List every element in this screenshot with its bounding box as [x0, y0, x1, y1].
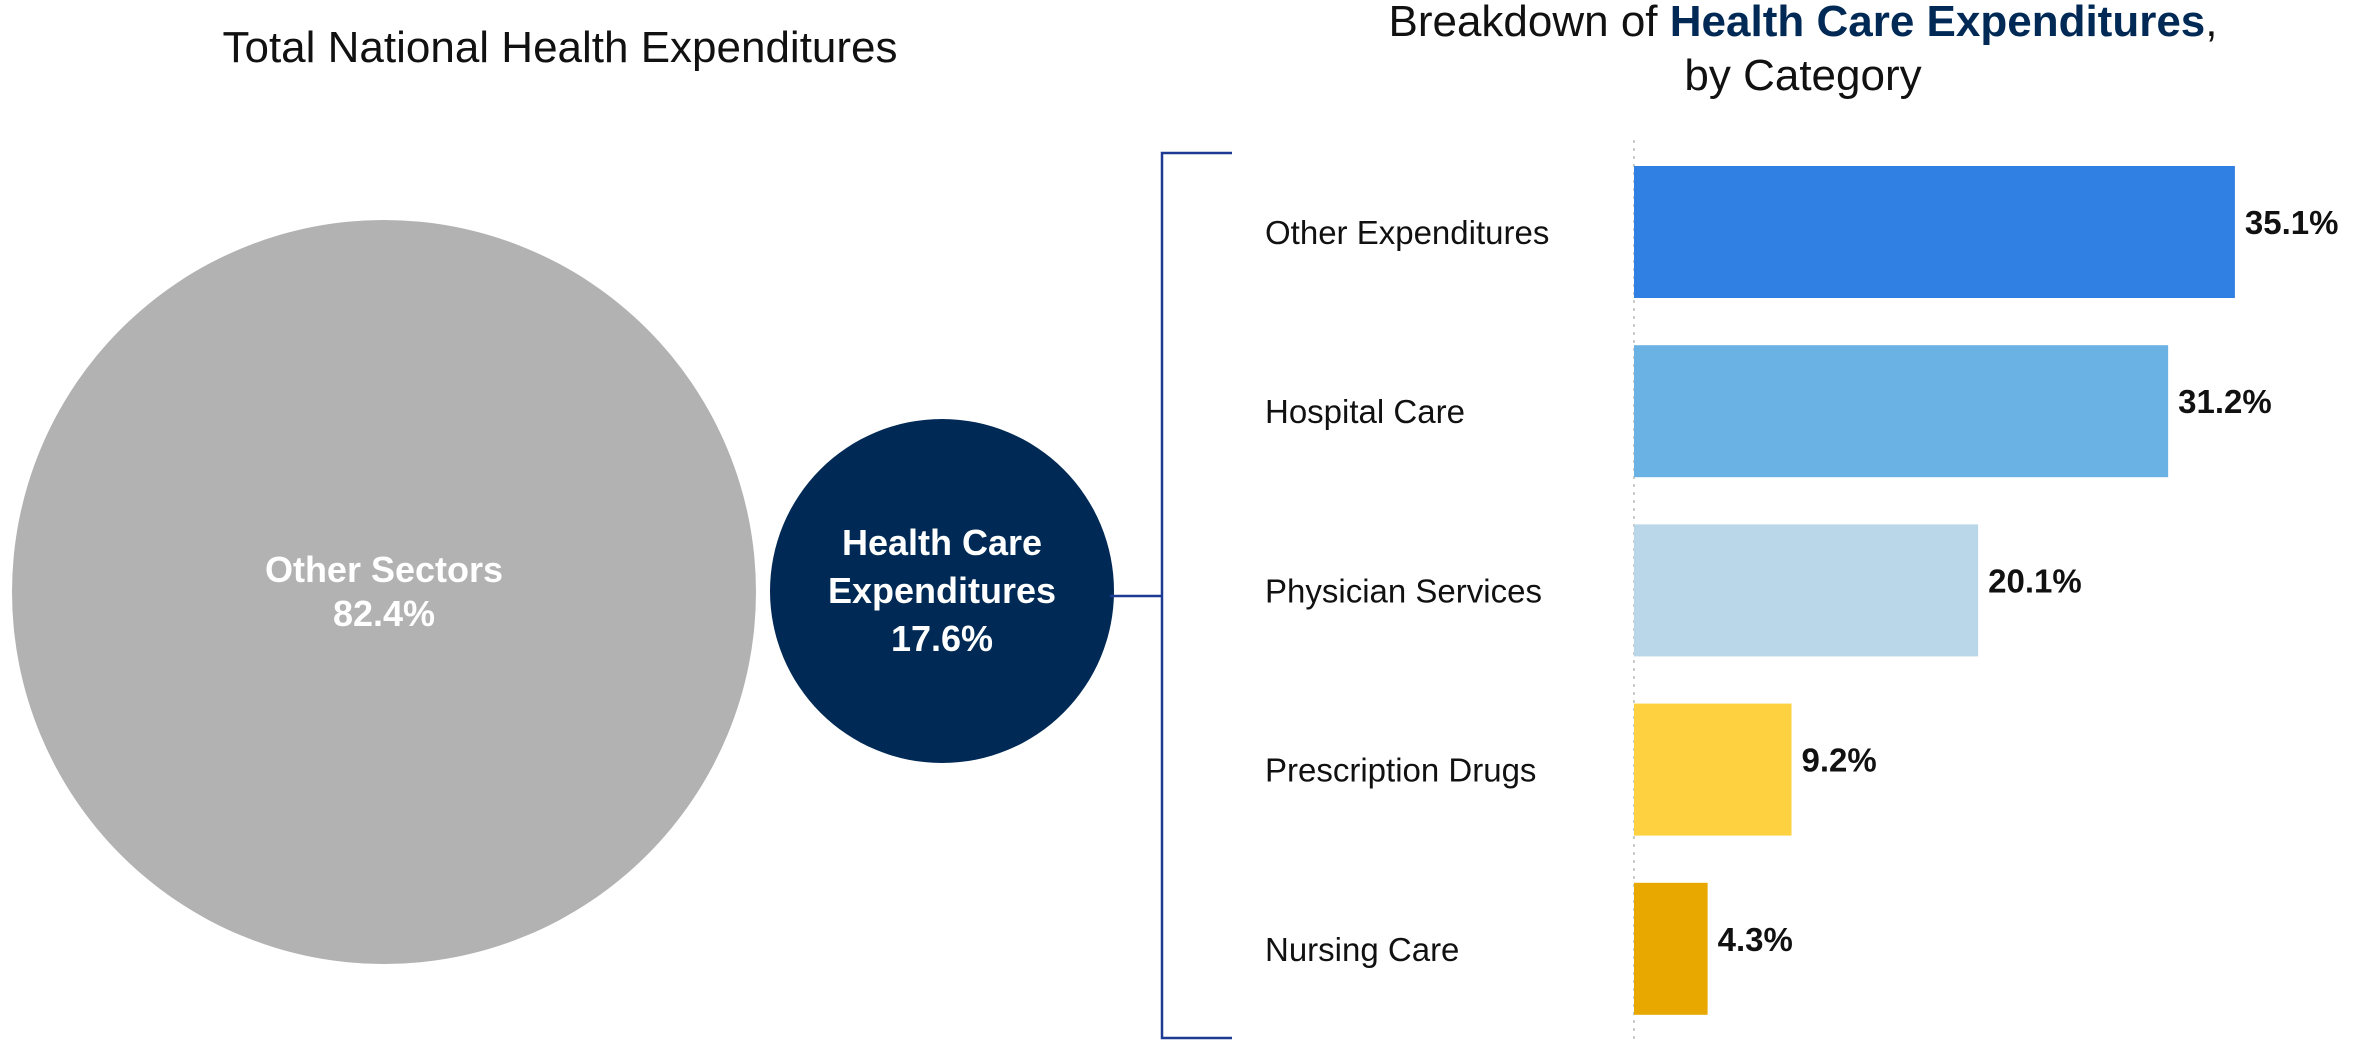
value-label: 35.1%	[2245, 204, 2339, 241]
value-label: 4.3%	[1718, 921, 1793, 958]
left-chart-title: Total National Health Expenditures	[222, 23, 897, 72]
category-label: Nursing Care	[1265, 931, 1459, 968]
other-sectors-bubble	[12, 220, 756, 964]
category-label: Other Expenditures	[1265, 214, 1549, 251]
bracket-connector	[1110, 151, 1232, 1040]
value-label: 9.2%	[1802, 742, 1877, 779]
bar-3	[1634, 703, 1792, 836]
category-label: Hospital Care	[1265, 393, 1465, 430]
right-chart-title-line1: Breakdown of Health Care Expenditures,	[1388, 0, 2217, 46]
bracket	[1160, 151, 1232, 1040]
category-label: Prescription Drugs	[1265, 752, 1536, 789]
bar-1	[1634, 345, 2169, 478]
other-sectors-label: Other Sectors	[265, 549, 503, 590]
bar-series: Other Expenditures 35.1% Hospital Care 31.2…	[1265, 166, 2338, 1015]
category-label: Physician Services	[1265, 572, 1542, 609]
bar-2	[1634, 524, 1979, 657]
health-care-label-line2: Expenditures	[828, 570, 1056, 611]
bar-4	[1634, 882, 1708, 1015]
title-part1: Breakdown of	[1388, 0, 1669, 46]
bar-0	[1634, 166, 2235, 298]
health-care-value: 17.6%	[891, 618, 993, 659]
title-highlight: Health Care Expenditures	[1670, 0, 2206, 46]
title-part2: ,	[2205, 0, 2217, 46]
other-sectors-value: 82.4%	[333, 593, 435, 634]
health-care-label-line1: Health Care	[842, 522, 1042, 563]
value-label: 31.2%	[2178, 383, 2272, 420]
right-chart-title-line2: by Category	[1684, 51, 1921, 100]
health-care-bubble	[770, 419, 1114, 763]
value-label: 20.1%	[1988, 562, 2082, 599]
